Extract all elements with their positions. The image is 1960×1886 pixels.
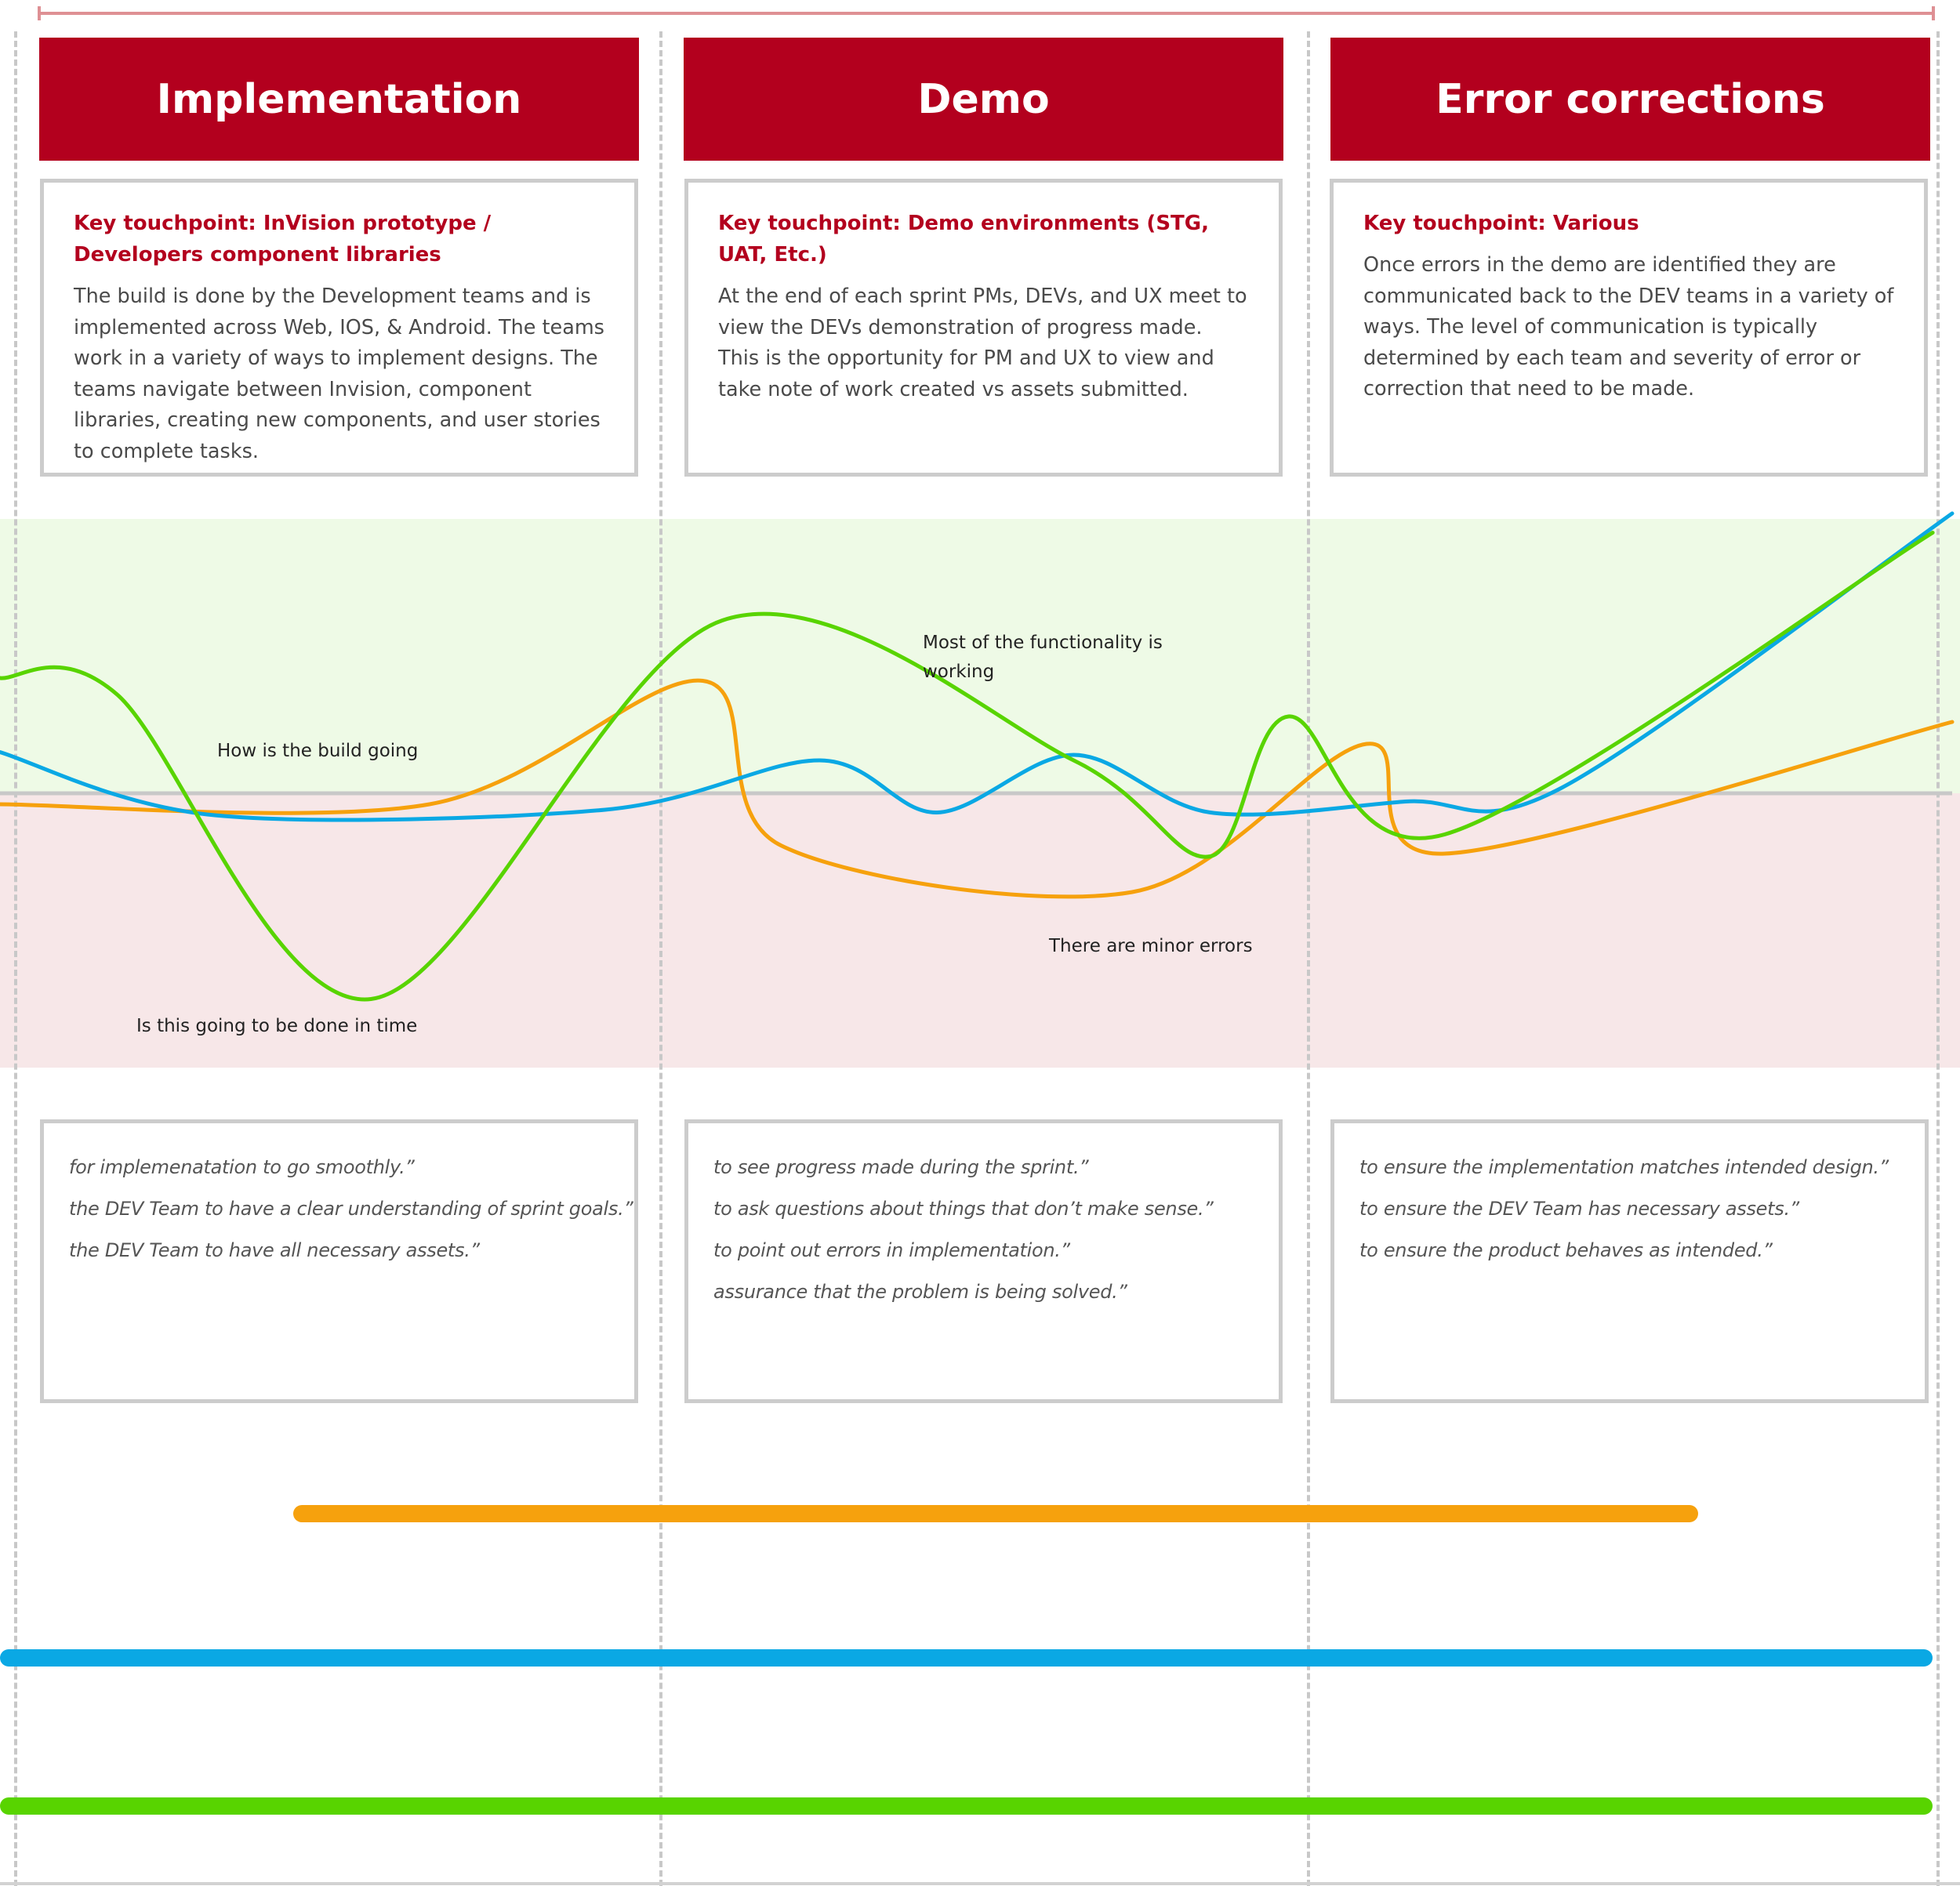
swimlane-blue bbox=[0, 1649, 1933, 1667]
phase-card-implementation: Key touchpoint: InVision prototype / Dev… bbox=[40, 179, 638, 477]
annotation-done-in-time: Is this going to be done in time bbox=[136, 1016, 418, 1036]
quote: the DEV Team to have a clear understandi… bbox=[69, 1198, 633, 1220]
emotion-line-green bbox=[0, 531, 1935, 1002]
annotation-line: Most of the functionality is bbox=[923, 633, 1163, 653]
phase-header-error-corrections: Error corrections bbox=[1330, 38, 1930, 161]
quote: for implemenatation to go smoothly.” bbox=[69, 1156, 415, 1178]
quote-box-error-corrections: to ensure the implementation matches int… bbox=[1330, 1119, 1929, 1403]
phase-divider bbox=[659, 31, 662, 1886]
touchpoint-label: Key touchpoint: Demo environments (STG, … bbox=[718, 212, 1209, 267]
phase-header-demo: Demo bbox=[684, 38, 1283, 161]
quote: to point out errors in implementation.” bbox=[713, 1239, 1070, 1261]
quote: to ensure the DEV Team has necessary ass… bbox=[1359, 1198, 1799, 1220]
annotation-functionality-working: Most of the functionality is working bbox=[923, 629, 1163, 687]
phase-card-error-corrections: Key touchpoint: Various Once errors in t… bbox=[1330, 179, 1928, 477]
quote-box-implementation: for implemenatation to go smoothly.” the… bbox=[40, 1119, 638, 1403]
quote: to ensure the implementation matches int… bbox=[1359, 1156, 1889, 1178]
quote: assurance that the problem is being solv… bbox=[713, 1281, 1127, 1303]
touchpoint-label: Key touchpoint: Various bbox=[1363, 212, 1639, 235]
emotion-line-blue bbox=[0, 511, 1955, 822]
bottom-rule bbox=[0, 1882, 1960, 1885]
phase-card-demo: Key touchpoint: Demo environments (STG, … bbox=[684, 179, 1283, 477]
annotation-minor-errors: There are minor errors bbox=[1049, 936, 1253, 956]
swimlane-orange bbox=[292, 1505, 1699, 1522]
annotation-line: working bbox=[923, 662, 995, 682]
timeline-bracket bbox=[38, 6, 1935, 20]
quote: to see progress made during the sprint.” bbox=[713, 1156, 1089, 1178]
quote: to ensure the product behaves as intende… bbox=[1359, 1239, 1773, 1261]
phase-header-implementation: Implementation bbox=[39, 38, 639, 161]
emotion-line-orange bbox=[0, 678, 1955, 899]
annotation-build-going: How is the build going bbox=[217, 741, 419, 761]
quote: the DEV Team to have all necessary asset… bbox=[69, 1239, 480, 1261]
phase-divider bbox=[1936, 31, 1940, 1886]
phase-divider bbox=[14, 31, 17, 1886]
phase-description: The build is done by the Development tea… bbox=[74, 285, 604, 463]
negative-sentiment-band bbox=[0, 793, 1960, 1068]
phase-divider bbox=[1307, 31, 1310, 1886]
swimlane-green bbox=[0, 1797, 1933, 1815]
phase-description: Once errors in the demo are identified t… bbox=[1363, 253, 1894, 401]
phase-description: At the end of each sprint PMs, DEVs, and… bbox=[718, 285, 1247, 401]
quote: to ask questions about things that don’t… bbox=[713, 1198, 1214, 1220]
positive-sentiment-band bbox=[0, 519, 1960, 793]
touchpoint-label: Key touchpoint: InVision prototype / Dev… bbox=[74, 212, 492, 267]
quote-box-demo: to see progress made during the sprint.”… bbox=[684, 1119, 1283, 1403]
